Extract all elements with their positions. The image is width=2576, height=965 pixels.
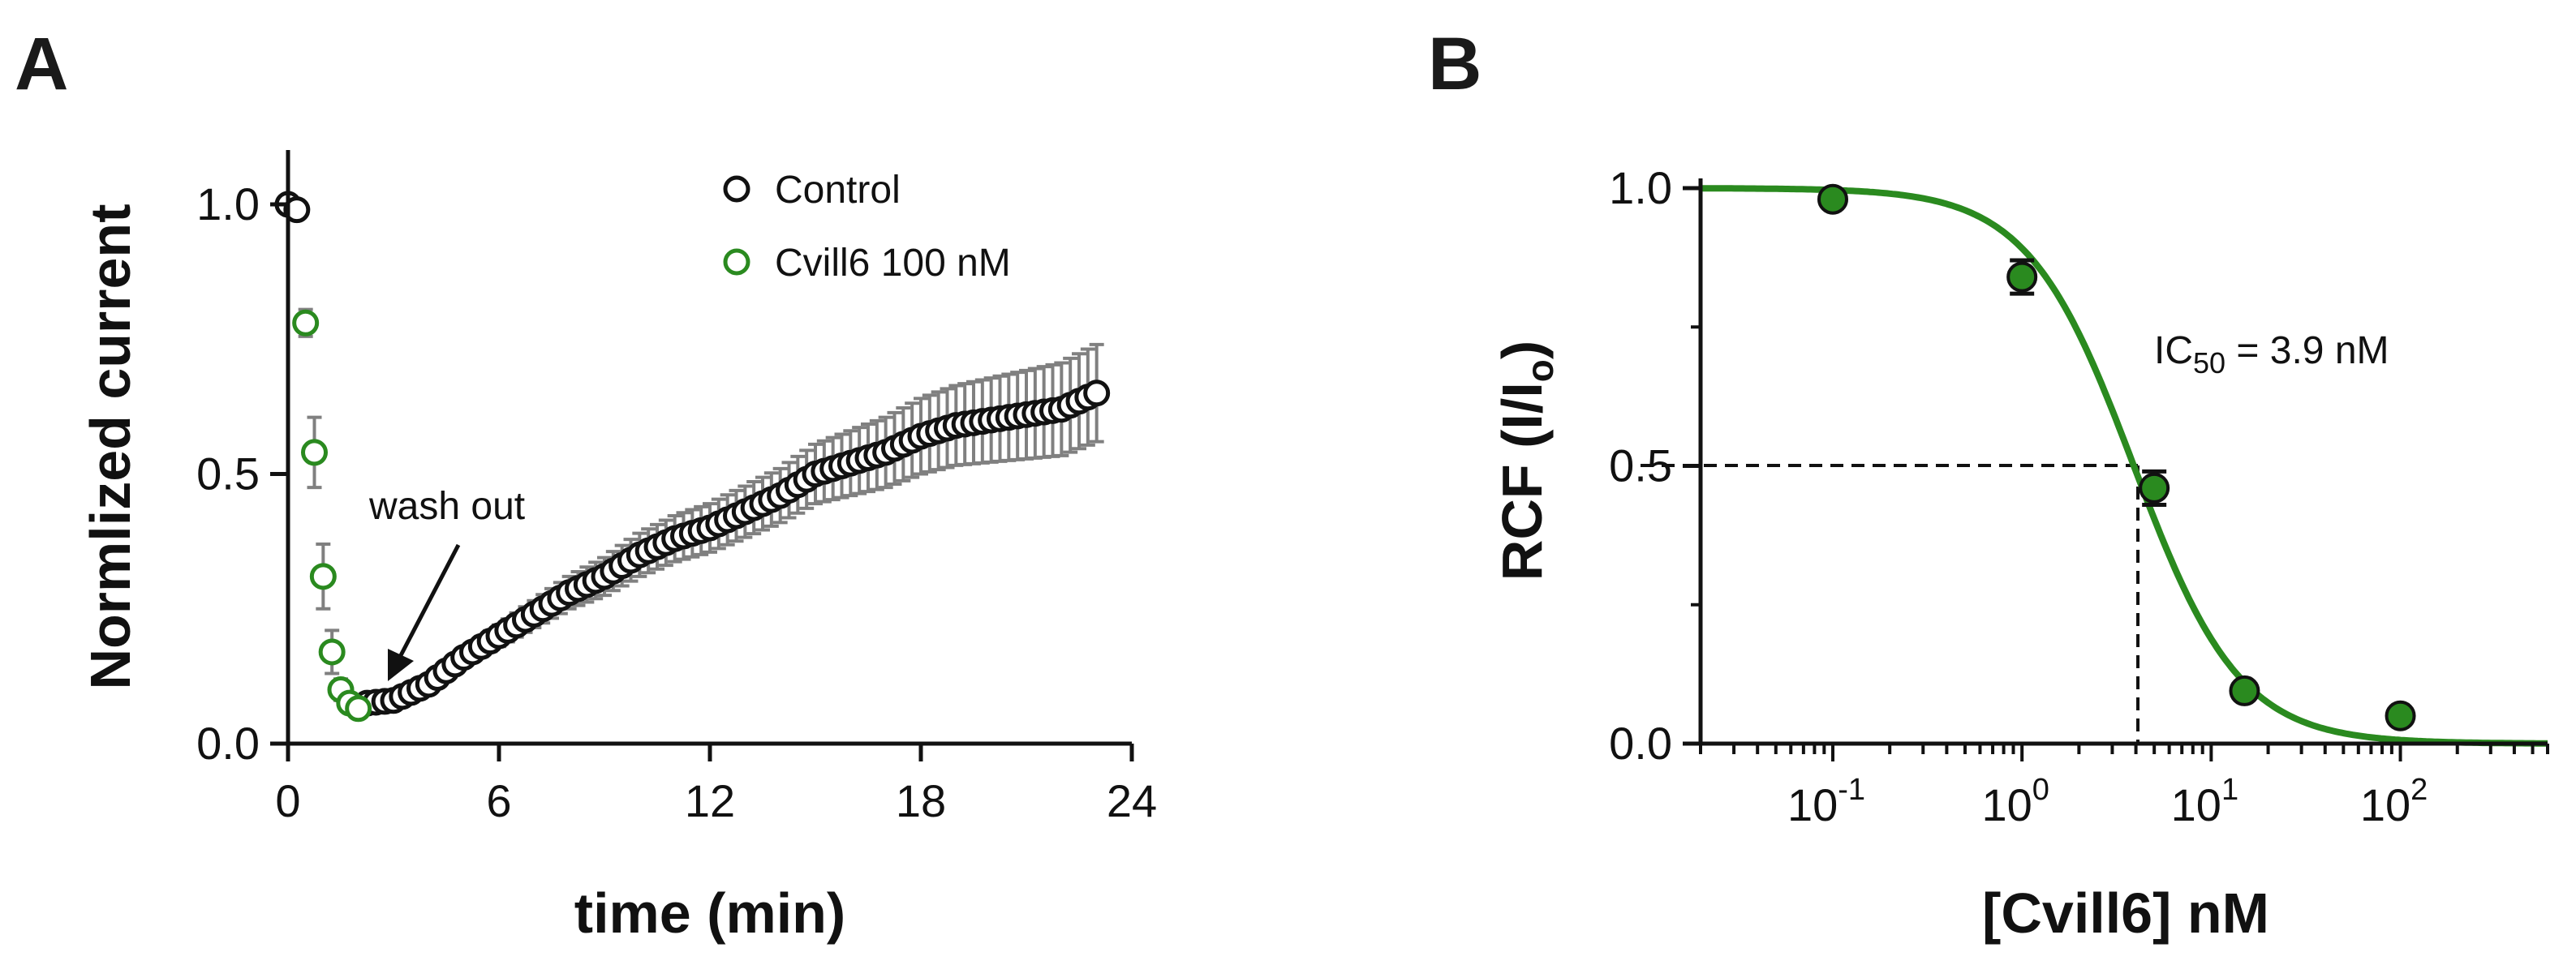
panel-b-y-axis-title: RCF (I/Io) [1490, 341, 1561, 581]
panel-a-y-tick-label: 1.0 [196, 178, 260, 229]
panel-a-y-tick-label: 0.0 [196, 718, 260, 769]
panel-a-y-ticks: 0.0 0.5 1.0 [196, 178, 288, 769]
wash-out-arrow [388, 543, 461, 681]
panel-b-y-ticks: 0.0 0.5 1.0 [1609, 162, 1701, 769]
panel-a-y-tick-label: 0.5 [196, 448, 260, 500]
panel-b-chart: 0.0 0.5 1.0 10-1 100 101 102 RCF (I/Io) [Cvil… [1490, 162, 2549, 945]
panel-a-x-axis-title: time (min) [574, 881, 845, 945]
legend-cvill6-label: Cvill6 100 nM [775, 242, 1011, 285]
panel-a-y-axis-title: Normlized current [79, 204, 142, 690]
panel-b-x-tick-label: 102 [2360, 773, 2428, 830]
panel-a-x-tick-label: 12 [685, 775, 735, 826]
rcf-point [2385, 700, 2416, 731]
panel-a-legend: Control Cvill6 100 nM [723, 169, 1011, 285]
panel-b-x-ticks: 10-1 100 101 102 [1699, 744, 2549, 830]
ic50-annotation: IC50 = 3.9 nM [2154, 329, 2389, 380]
panel-a-x-ticks: 0 6 12 18 24 [275, 744, 1157, 826]
panel-b-x-tick-label: 10-1 [1787, 773, 1865, 830]
panel-a-x-tick-label: 24 [1107, 775, 1157, 826]
control-washout-point [1083, 380, 1111, 407]
rcf-point [1817, 183, 1848, 215]
panel-b-y-tick-label: 0.0 [1609, 718, 1672, 769]
rcf-point [2229, 675, 2260, 706]
cvill6-point [309, 563, 337, 590]
wash-out-annotation: wash out [368, 485, 525, 528]
panel-b-x-tick-label: 101 [2171, 773, 2238, 830]
panel-a-letter: A [15, 23, 68, 105]
legend-cvill6-marker [723, 248, 750, 276]
panel-b-error-bars [1820, 191, 2413, 724]
legend-control-marker [723, 175, 750, 203]
panel-a-x-tick-label: 18 [896, 775, 946, 826]
cvill6-point [318, 638, 346, 666]
legend-control-label: Control [775, 169, 901, 212]
panel-a-x-tick-label: 6 [486, 775, 511, 826]
hill-fit-curve [1701, 185, 2548, 747]
rcf-point [2139, 472, 2170, 504]
panel-b-points [1817, 183, 2416, 731]
cvill6-point [292, 309, 320, 337]
panel-b-x-axis-title: [Cvill6] nM [1982, 881, 2269, 945]
panel-b-x-tick-label: 100 [1981, 773, 2049, 830]
panel-b-y-tick-label: 1.0 [1609, 162, 1672, 213]
panel-a-points [274, 191, 1111, 723]
panel-a-x-tick-label: 0 [275, 775, 300, 826]
cvill6-point [345, 695, 372, 723]
panel-a-chart: 0.0 0.5 1.0 0 6 12 18 24 Normlized current tim… [79, 150, 1157, 945]
panel-b-y-tick-label: 0.5 [1609, 440, 1672, 491]
rcf-point [2006, 261, 2038, 293]
panel-b-letter: B [1428, 23, 1482, 105]
control-point [283, 196, 311, 224]
cvill6-point [301, 439, 328, 466]
